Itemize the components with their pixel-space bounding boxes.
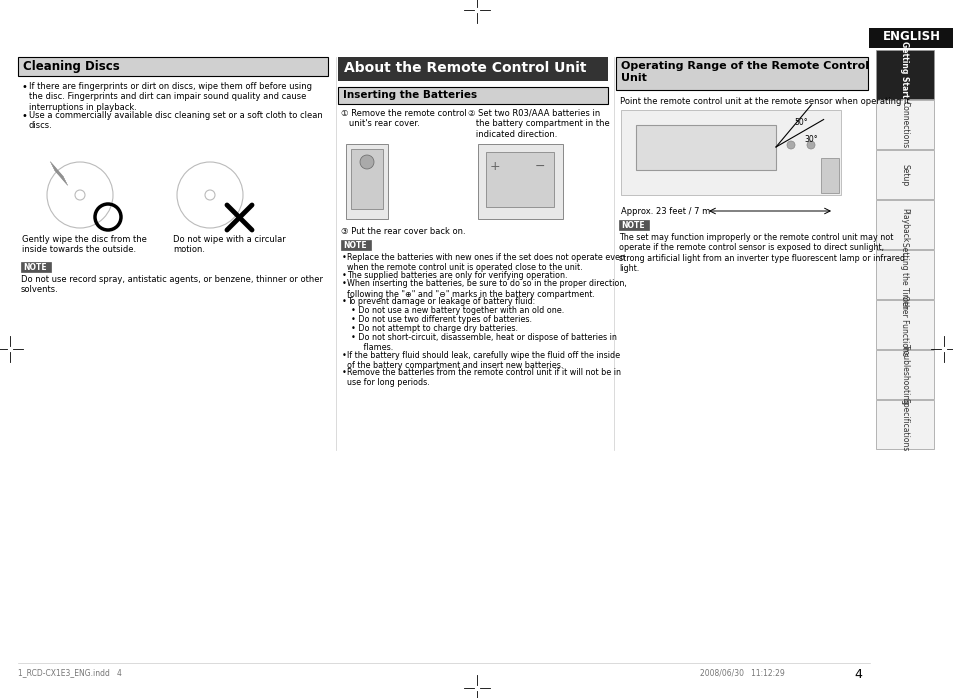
Bar xyxy=(337,87,607,104)
Text: If the battery fluid should leak, carefully wipe the fluid off the inside
of the: If the battery fluid should leak, carefu… xyxy=(347,350,619,370)
Text: NOTE: NOTE xyxy=(23,264,47,272)
Text: −: − xyxy=(535,160,545,173)
Bar xyxy=(337,57,607,81)
Text: •: • xyxy=(341,368,347,377)
Bar xyxy=(21,262,51,272)
Text: •: • xyxy=(341,297,347,306)
Text: •: • xyxy=(341,350,347,359)
Text: When inserting the batteries, be sure to do so in the proper direction,
followin: When inserting the batteries, be sure to… xyxy=(347,279,626,299)
Text: 30°: 30° xyxy=(803,135,817,144)
Text: Connections: Connections xyxy=(900,101,908,149)
Text: The supplied batteries are only for verifying operation.: The supplied batteries are only for veri… xyxy=(347,271,567,279)
Text: NOTE: NOTE xyxy=(343,242,366,251)
Text: ENGLISH: ENGLISH xyxy=(882,30,940,43)
Text: ③ Put the rear cover back on.: ③ Put the rear cover back on. xyxy=(340,227,465,236)
Bar xyxy=(618,220,648,230)
Text: • Do not short-circuit, disassemble, heat or dispose of batteries in
     flames: • Do not short-circuit, disassemble, hea… xyxy=(351,333,617,352)
Text: Remove the batteries from the remote control unit if it will not be in
use for l: Remove the batteries from the remote con… xyxy=(347,368,620,387)
Text: Do not wipe with a circular
motion.: Do not wipe with a circular motion. xyxy=(172,235,286,254)
Text: 2008/06/30   11:12:29: 2008/06/30 11:12:29 xyxy=(700,668,784,677)
Text: • Do not use a new battery together with an old one.: • Do not use a new battery together with… xyxy=(351,306,563,315)
Text: Use a commercially available disc cleaning set or a soft cloth to clean
discs.: Use a commercially available disc cleani… xyxy=(29,111,322,131)
Text: Setup: Setup xyxy=(900,164,908,186)
Bar xyxy=(875,100,933,149)
Circle shape xyxy=(806,141,814,149)
Bar xyxy=(620,110,841,195)
Bar xyxy=(875,150,933,199)
Bar xyxy=(875,200,933,249)
Text: Cleaning Discs: Cleaning Discs xyxy=(23,60,120,73)
Text: 4: 4 xyxy=(853,668,862,681)
Text: If there are fingerprints or dirt on discs, wipe them off before using
the disc.: If there are fingerprints or dirt on dis… xyxy=(29,82,312,112)
Text: Do not use record spray, antistatic agents, or benzene, thinner or other
solvent: Do not use record spray, antistatic agen… xyxy=(21,275,323,295)
Text: Other Functions: Other Functions xyxy=(900,295,908,355)
Text: •: • xyxy=(341,279,347,288)
Text: •: • xyxy=(341,253,347,262)
Text: To prevent damage or leakage of battery fluid:: To prevent damage or leakage of battery … xyxy=(347,297,535,306)
Text: About the Remote Control Unit: About the Remote Control Unit xyxy=(344,61,586,75)
Bar xyxy=(875,250,933,299)
Text: Specifications: Specifications xyxy=(900,399,908,452)
Text: ① Remove the remote control
   unit's rear cover.: ① Remove the remote control unit's rear … xyxy=(340,109,466,128)
Bar xyxy=(340,240,371,250)
Text: ② Set two R03/AAA batteries in
   the battery compartment in the
   indicated di: ② Set two R03/AAA batteries in the batte… xyxy=(468,109,609,139)
Bar xyxy=(868,28,953,48)
Text: Operating Range of the Remote Control
Unit: Operating Range of the Remote Control Un… xyxy=(620,61,868,82)
Text: Inserting the Batteries: Inserting the Batteries xyxy=(343,90,476,100)
Text: Replace the batteries with new ones if the set does not operate even
when the re: Replace the batteries with new ones if t… xyxy=(347,253,624,272)
Bar xyxy=(875,50,933,99)
Text: Point the remote control unit at the remote sensor when operating it.: Point the remote control unit at the rem… xyxy=(619,97,911,106)
Text: Getting Started: Getting Started xyxy=(900,41,908,109)
Text: Gently wipe the disc from the
inside towards the outside.: Gently wipe the disc from the inside tow… xyxy=(22,235,147,254)
Text: +: + xyxy=(490,160,500,173)
Text: Playback: Playback xyxy=(900,208,908,242)
Bar xyxy=(485,152,554,207)
Text: Troubleshooting: Troubleshooting xyxy=(900,344,908,406)
Bar xyxy=(616,57,867,90)
Text: •: • xyxy=(341,271,347,279)
Bar xyxy=(18,57,328,76)
Bar xyxy=(477,144,562,219)
Bar xyxy=(636,125,775,170)
Bar xyxy=(875,350,933,399)
Text: NOTE: NOTE xyxy=(620,221,644,230)
Text: Approx. 23 feet / 7 m: Approx. 23 feet / 7 m xyxy=(620,207,709,216)
Text: • Do not attempt to charge dry batteries.: • Do not attempt to charge dry batteries… xyxy=(351,324,517,333)
Circle shape xyxy=(786,141,794,149)
Circle shape xyxy=(359,155,374,169)
Text: 1_RCD-CX1E3_ENG.indd   4: 1_RCD-CX1E3_ENG.indd 4 xyxy=(18,668,122,677)
Text: Setting the Timer: Setting the Timer xyxy=(900,242,908,309)
Text: The set may function improperly or the remote control unit may not
operate if th: The set may function improperly or the r… xyxy=(618,233,904,273)
Text: •: • xyxy=(22,82,28,92)
Bar xyxy=(346,144,388,219)
Text: • Do not use two different types of batteries.: • Do not use two different types of batt… xyxy=(351,315,532,324)
Bar xyxy=(351,149,382,209)
Bar xyxy=(875,400,933,449)
Text: •: • xyxy=(22,111,28,121)
Bar xyxy=(821,158,838,193)
Bar xyxy=(875,300,933,349)
Text: 50°: 50° xyxy=(793,118,807,127)
